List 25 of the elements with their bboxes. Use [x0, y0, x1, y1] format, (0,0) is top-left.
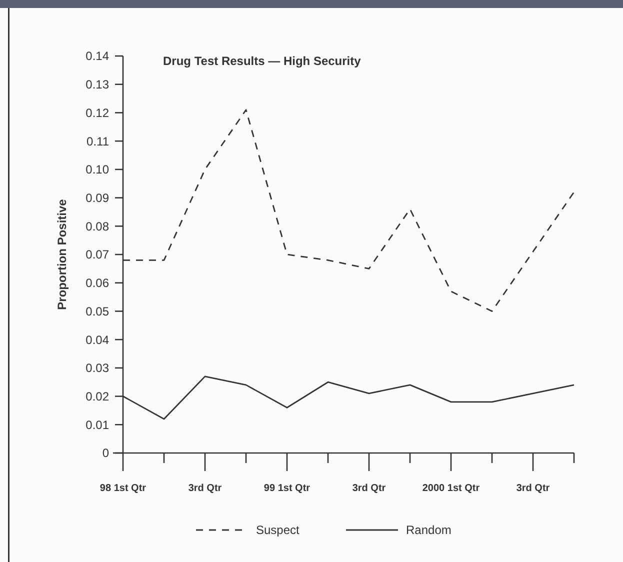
y-tick-label: 0.13 — [86, 78, 110, 92]
x-tick-label: 3rd Qtr — [352, 483, 386, 494]
y-tick-label: 0.01 — [86, 418, 110, 432]
x-tick-label: 3rd Qtr — [188, 483, 222, 494]
y-tick-label: 0.04 — [86, 332, 110, 347]
y-tick-label: 0.06 — [86, 276, 110, 290]
legend-label: Random — [406, 523, 452, 538]
y-tick-label: 0.10 — [86, 162, 110, 177]
y-tick-label: 0.03 — [86, 361, 110, 376]
legend-label: Suspect — [256, 523, 300, 538]
y-tick-label: 0.09 — [86, 190, 110, 205]
x-tick-label: 3rd Qtr — [516, 483, 550, 494]
x-tick-label: 98 1st Qtr — [100, 483, 146, 494]
y-tick-label: 0.11 — [86, 134, 110, 148]
y-axis-title: Proportion Positive — [55, 198, 69, 310]
y-tick-label: 0.12 — [86, 106, 110, 120]
y-tick-label: 0 — [102, 446, 110, 460]
y-tick-label: 0.05 — [86, 304, 110, 318]
y-tick-label: 0.08 — [86, 219, 110, 234]
x-tick-label: 99 1st Qtr — [264, 483, 310, 494]
chart-title: Drug Test Results — High Security — [163, 54, 362, 68]
y-tick-label: 0.14 — [86, 49, 110, 64]
y-tick-label: 0.02 — [86, 389, 110, 404]
x-tick-label: 2000 1st Qtr — [422, 483, 480, 494]
y-tick-label: 0.07 — [86, 248, 110, 262]
